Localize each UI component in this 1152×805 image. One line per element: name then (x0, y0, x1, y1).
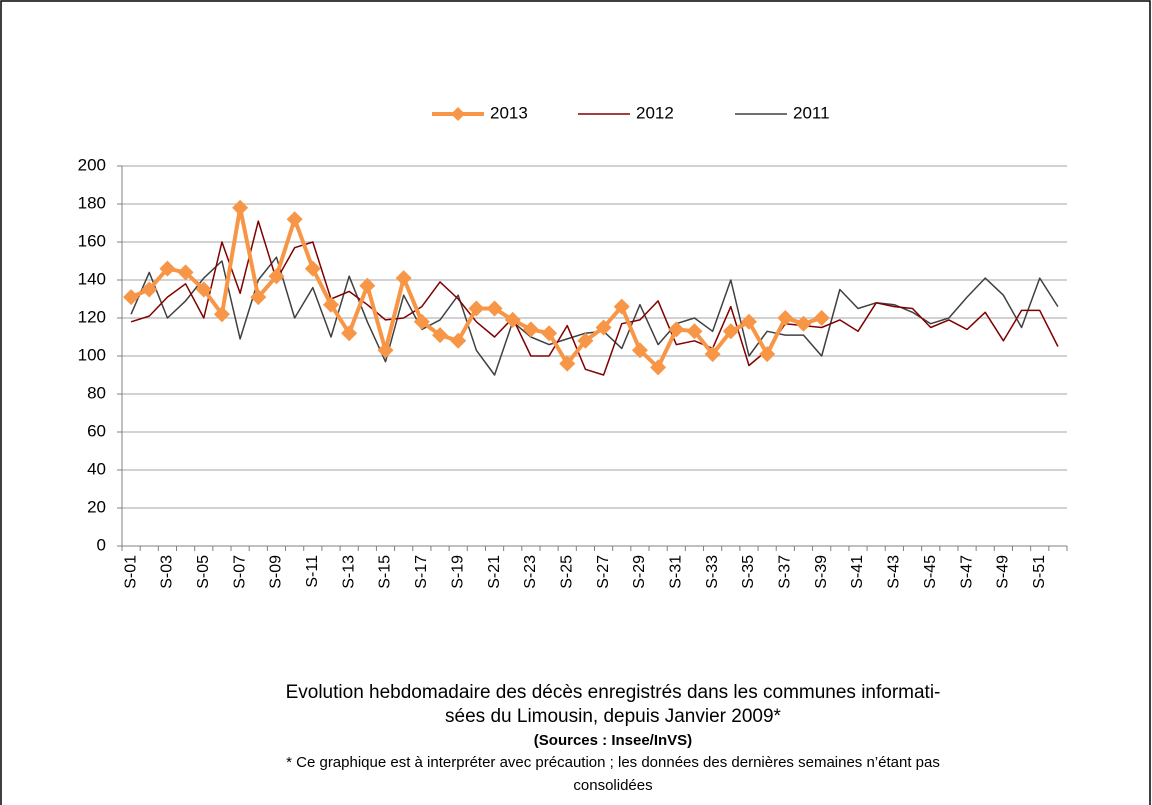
point-marker (613, 298, 630, 315)
point-marker (722, 323, 739, 340)
legend-label: 2013 (490, 103, 528, 122)
point-marker (777, 310, 794, 326)
y-tick-label: 120 (78, 307, 106, 326)
y-tick-label: 200 (78, 155, 106, 174)
point-marker (668, 321, 685, 338)
x-tick-label: S-09 (268, 555, 285, 589)
x-tick-label: S-33 (704, 555, 721, 589)
point-marker (213, 306, 230, 323)
y-tick-label: 40 (87, 459, 106, 478)
point-marker (759, 346, 776, 363)
point-marker (504, 311, 521, 328)
legend-label: 2012 (636, 103, 674, 122)
point-marker (740, 313, 757, 330)
x-tick-label: S-45 (922, 555, 939, 589)
x-tick-label: S-25 (558, 555, 575, 589)
y-tick-label: 180 (78, 193, 106, 212)
x-tick-label: S-13 (340, 555, 357, 589)
point-marker (304, 260, 321, 277)
point-marker (159, 260, 176, 277)
point-marker (377, 342, 394, 359)
point-marker (541, 325, 558, 342)
chart-title: sées du Limousin, depuis Janvier 2009* (445, 706, 781, 727)
y-tick-label: 20 (87, 497, 106, 516)
x-tick-label: S-21 (486, 555, 503, 589)
y-tick-label: 100 (78, 345, 106, 364)
x-tick-label: S-51 (1031, 555, 1048, 589)
point-marker (631, 342, 648, 359)
x-tick-label: S-27 (595, 555, 612, 589)
point-marker (268, 268, 285, 285)
point-marker (359, 277, 376, 294)
x-tick-label: S-41 (849, 555, 866, 589)
note: * Ce graphique est à interpréter avec pr… (286, 754, 940, 771)
point-marker (177, 264, 194, 281)
x-tick-label: S-47 (958, 555, 975, 589)
x-tick-label: S-11 (304, 555, 321, 588)
point-marker (686, 323, 703, 340)
point-marker (450, 332, 467, 349)
point-marker (468, 300, 485, 317)
x-tick-label: S-39 (813, 555, 830, 589)
x-tick-label: S-23 (522, 555, 539, 589)
point-marker (595, 319, 612, 336)
point-marker (123, 289, 140, 306)
y-tick-label: 140 (78, 269, 106, 288)
point-marker (704, 346, 721, 363)
y-tick-label: 60 (87, 421, 106, 440)
legend-marker (451, 107, 465, 121)
point-marker (522, 321, 539, 338)
point-marker (286, 211, 303, 228)
point-marker (250, 289, 267, 306)
x-tick-label: S-29 (631, 555, 648, 589)
x-tick-label: S-01 (122, 555, 139, 589)
point-marker (813, 310, 830, 326)
y-tick-label: 0 (97, 535, 106, 554)
x-tick-label: S-17 (413, 555, 430, 589)
x-tick-label: S-31 (667, 555, 684, 589)
point-marker (559, 355, 576, 372)
x-tick-label: S-19 (449, 555, 466, 589)
point-marker (795, 315, 812, 332)
point-marker (341, 325, 358, 342)
point-marker (195, 281, 212, 298)
note: consolidées (573, 777, 652, 794)
x-tick-label: S-43 (886, 555, 903, 589)
point-marker (486, 300, 503, 317)
source: (Sources : Insee/InVS) (534, 732, 692, 749)
y-tick-label: 160 (78, 231, 106, 250)
x-tick-label: S-05 (195, 555, 212, 589)
x-tick-label: S-35 (740, 555, 757, 589)
x-tick-label: S-49 (995, 555, 1012, 589)
point-marker (141, 281, 158, 298)
point-marker (432, 327, 449, 344)
point-marker (577, 332, 594, 349)
legend-label: 2011 (793, 103, 830, 122)
x-tick-label: S-07 (231, 555, 248, 589)
point-marker (232, 199, 249, 216)
point-marker (322, 296, 339, 313)
x-tick-label: S-37 (777, 555, 794, 589)
y-tick-label: 80 (87, 383, 106, 402)
x-tick-label: S-15 (377, 555, 394, 589)
chart-title: Evolution hebdomadaire des décès enregis… (286, 682, 941, 703)
point-marker (413, 313, 430, 330)
series-line (130, 220, 1059, 376)
point-marker (395, 270, 412, 287)
x-tick-label: S-03 (159, 555, 176, 589)
point-marker (650, 359, 667, 376)
